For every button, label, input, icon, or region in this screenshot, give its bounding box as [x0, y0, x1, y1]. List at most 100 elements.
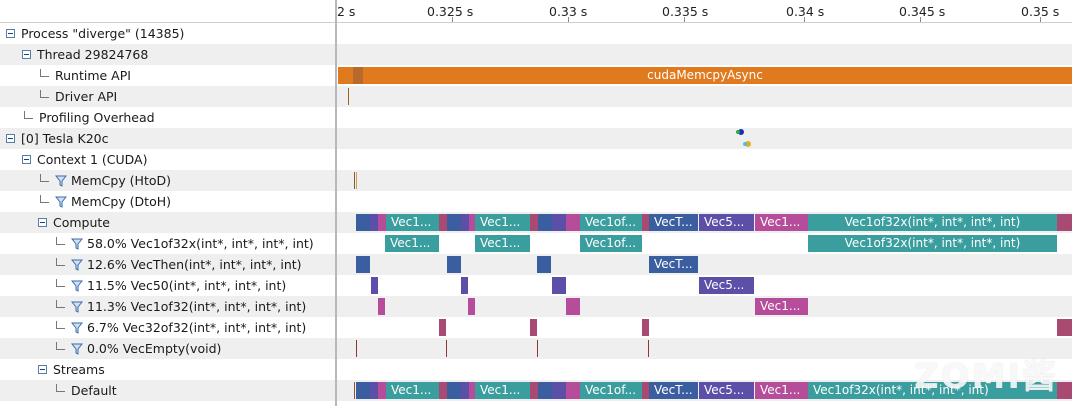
stream-bar[interactable] [356, 382, 370, 399]
collapse-icon[interactable] [38, 218, 47, 227]
kernel-bar-vec50[interactable] [461, 277, 468, 294]
stream-bar[interactable] [439, 382, 447, 399]
filter-icon[interactable] [55, 175, 67, 187]
filter-icon[interactable] [71, 280, 83, 292]
kernel-bar-vec32of32[interactable] [1057, 319, 1072, 336]
memcpy-marker[interactable] [356, 172, 357, 189]
tree-row-device[interactable]: [0] Tesla K20c [0, 128, 341, 149]
compute-bar[interactable]: Vec5... [699, 214, 754, 231]
device-event-dot[interactable] [738, 129, 744, 135]
compute-bar[interactable] [642, 214, 649, 231]
compute-bar[interactable]: Vec1... [755, 214, 808, 231]
compute-bar[interactable] [370, 214, 378, 231]
stream-bar[interactable] [642, 382, 649, 399]
stream-marker[interactable] [354, 382, 355, 399]
tree-row-profiling-overhead[interactable]: Profiling Overhead [0, 107, 359, 128]
stream-bar[interactable]: VecT... [649, 382, 698, 399]
filter-icon[interactable] [71, 259, 83, 271]
compute-bar[interactable] [538, 214, 552, 231]
tree-row-runtime-api[interactable]: Runtime API [0, 65, 375, 86]
kernel-bar-vec32of32[interactable] [642, 319, 649, 336]
device-event-dot[interactable] [743, 142, 747, 146]
kernel-bar-vec1of32[interactable] [468, 298, 475, 315]
tree-row-memcpy-dtoh[interactable]: MemCpy (DtoH) [0, 191, 375, 212]
kernel-bar-vecthen[interactable] [447, 256, 461, 273]
tree-row-driver-api[interactable]: Driver API [0, 86, 375, 107]
kernel-marker-vecempty[interactable] [537, 340, 538, 357]
stream-bar[interactable] [469, 382, 475, 399]
collapse-icon[interactable] [6, 134, 15, 143]
stream-bar[interactable] [538, 382, 552, 399]
compute-bar[interactable]: Vec1of32x(int*, int*, int*, int) [808, 214, 1057, 231]
tree-row-stream-default[interactable]: Default [0, 380, 391, 401]
kernel-bar-vec1of32x[interactable]: Vec1... [385, 235, 439, 252]
kernel-bar-vec1of32x[interactable]: Vec1of... [580, 235, 642, 252]
stream-bar[interactable] [447, 382, 461, 399]
collapse-icon[interactable] [38, 365, 47, 374]
filter-icon[interactable] [71, 343, 83, 355]
kernel-bar-vec1of32x[interactable]: Vec1of32x(int*, int*, int*, int) [808, 235, 1057, 252]
timeline-canvas[interactable]: cudaMemcpyAsync Vec1... Vec1... Vec1of..… [337, 22, 1072, 406]
kernel-bar-vec50[interactable] [552, 277, 566, 294]
timeline-ruler[interactable]: 2 s 0.325 s 0.33 s 0.335 s 0.34 s 0.345 … [0, 0, 1072, 23]
kernel-bar-vec32of32[interactable] [530, 319, 537, 336]
tree-row-memcpy-htod[interactable]: MemCpy (HtoD) [0, 170, 375, 191]
kernel-marker-vecempty[interactable] [648, 340, 649, 357]
kernel-bar-vecthen[interactable]: VecT... [649, 256, 698, 273]
tree-row-kernel[interactable]: 11.5% Vec50(int*, int*, int*, int) [0, 275, 391, 296]
memcpy-marker[interactable] [354, 172, 355, 189]
compute-bar[interactable] [447, 214, 461, 231]
compute-bar[interactable] [552, 214, 566, 231]
stream-bar[interactable]: Vec1... [475, 382, 530, 399]
filter-icon[interactable] [55, 196, 67, 208]
kernel-bar-vecthen[interactable] [537, 256, 551, 273]
device-event-dot[interactable] [745, 141, 751, 147]
compute-bar[interactable] [439, 214, 447, 231]
stream-bar[interactable]: Vec1of32x(int*, int*, int*, int) [808, 382, 1057, 399]
kernel-bar-vecthen[interactable] [356, 256, 370, 273]
runtime-api-bar[interactable] [353, 67, 363, 84]
stream-bar[interactable]: Vec5... [699, 382, 754, 399]
stream-bar[interactable] [461, 382, 469, 399]
collapse-icon[interactable] [22, 50, 31, 59]
stream-bar[interactable]: Vec1... [386, 382, 439, 399]
tree-row-compute[interactable]: Compute [0, 212, 373, 233]
runtime-api-bar[interactable]: cudaMemcpyAsync [338, 67, 1072, 84]
kernel-bar-vec32of32[interactable] [439, 319, 446, 336]
driver-api-marker[interactable] [348, 88, 349, 105]
stream-bar[interactable] [1057, 382, 1072, 399]
stream-bar[interactable] [552, 382, 566, 399]
filter-icon[interactable] [71, 238, 83, 250]
stream-bar[interactable]: Vec1of... [580, 382, 642, 399]
kernel-marker-vecempty[interactable] [446, 340, 447, 357]
compute-bar[interactable] [461, 214, 469, 231]
stream-bar[interactable] [378, 382, 386, 399]
tree-row-kernel[interactable]: 58.0% Vec1of32x(int*, int*, int*, int) [0, 233, 391, 254]
tree-row-context[interactable]: Context 1 (CUDA) [0, 149, 357, 170]
tree-row-kernel[interactable]: 0.0% VecEmpty(void) [0, 338, 391, 359]
kernel-bar-vec1of32[interactable] [566, 298, 580, 315]
kernel-marker-vecempty[interactable] [356, 340, 357, 357]
stream-bar[interactable]: Vec1... [755, 382, 808, 399]
filter-icon[interactable] [71, 322, 83, 334]
stream-bar[interactable] [370, 382, 378, 399]
kernel-bar-vec1of32x[interactable]: Vec1... [475, 235, 530, 252]
compute-bar[interactable] [356, 214, 370, 231]
device-event-dot[interactable] [736, 130, 740, 134]
panel-splitter[interactable] [335, 0, 337, 406]
compute-bar[interactable] [566, 214, 580, 231]
tree-row-thread[interactable]: Thread 29824768 [0, 44, 357, 65]
stream-bar[interactable] [566, 382, 580, 399]
compute-bar[interactable]: VecT... [649, 214, 698, 231]
compute-bar[interactable]: Vec1of... [580, 214, 642, 231]
tree-row-kernel[interactable]: 6.7% Vec32of32(int*, int*, int*, int) [0, 317, 391, 338]
collapse-icon[interactable] [22, 155, 31, 164]
tree-row-kernel[interactable]: 12.6% VecThen(int*, int*, int*, int) [0, 254, 391, 275]
compute-bar[interactable] [378, 214, 386, 231]
kernel-bar-vec1of32[interactable]: Vec1... [755, 298, 808, 315]
compute-bar[interactable] [1057, 214, 1072, 231]
tree-row-process[interactable]: Process "diverge" (14385) [0, 23, 341, 44]
tree-row-streams[interactable]: Streams [0, 359, 373, 380]
kernel-bar-vec50[interactable]: Vec5... [699, 277, 754, 294]
collapse-icon[interactable] [6, 29, 15, 38]
